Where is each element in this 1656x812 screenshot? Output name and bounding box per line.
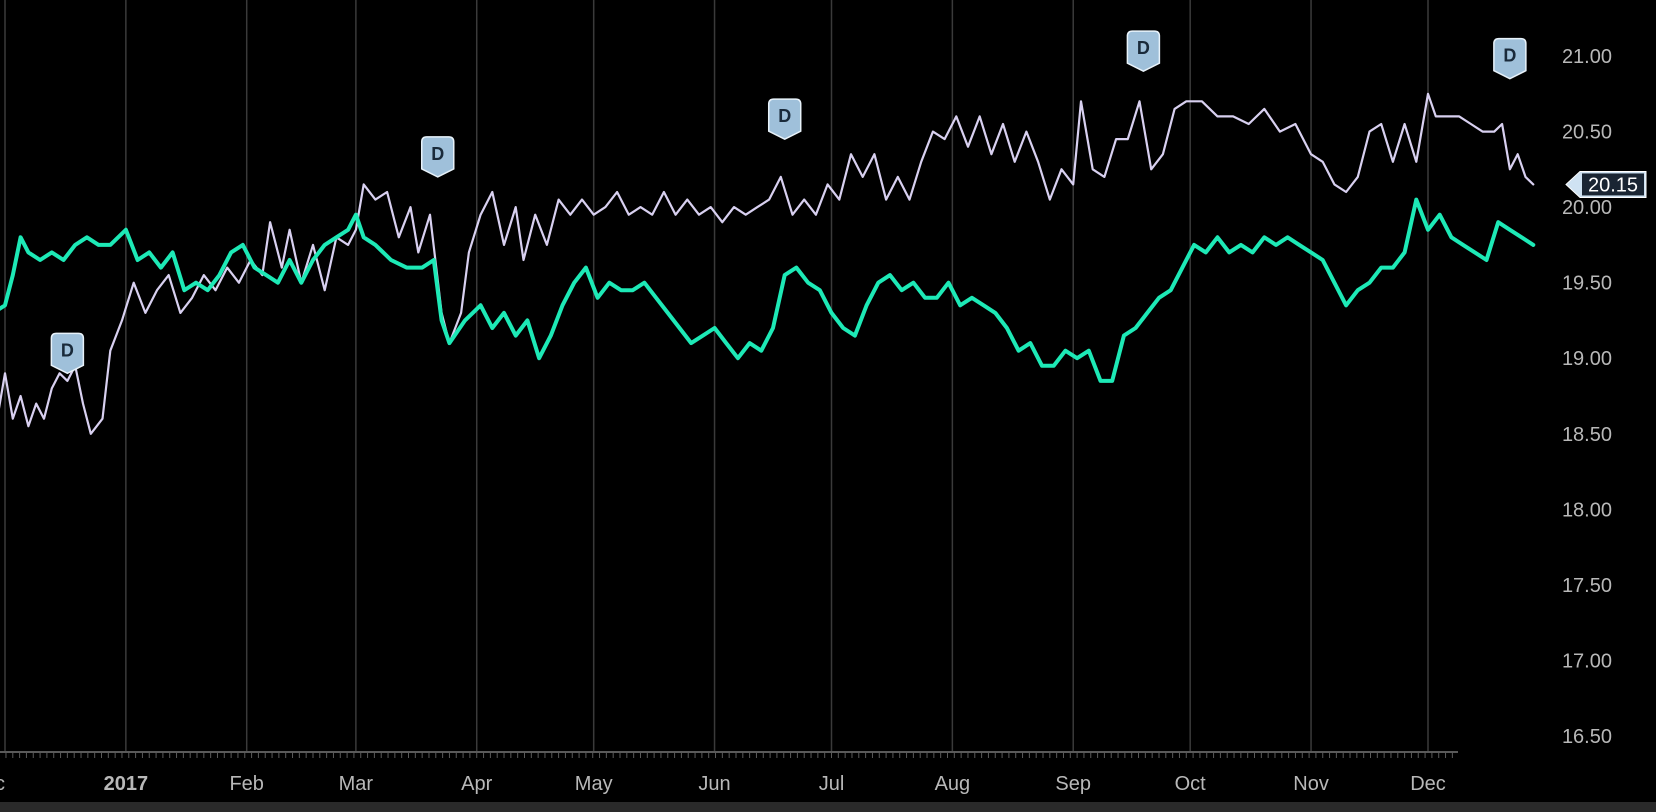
dividend-marker-shape xyxy=(767,98,802,140)
dividend-marker[interactable]: D xyxy=(767,98,802,140)
x-tick-label: Jun xyxy=(698,773,730,795)
y-tick-label: 20.00 xyxy=(1562,197,1612,219)
x-tick-label: May xyxy=(575,773,613,795)
dividend-marker[interactable]: D xyxy=(420,136,455,178)
dividend-marker[interactable]: D xyxy=(1126,30,1161,72)
last-value-tag: 20.15 xyxy=(1565,170,1647,198)
x-tick-label: ec xyxy=(0,773,5,795)
y-tick-label: 19.50 xyxy=(1562,273,1612,295)
y-tick-label: 20.50 xyxy=(1562,122,1612,144)
bottom-scrollbar xyxy=(0,802,1656,812)
dividend-marker-label: D xyxy=(1503,46,1516,66)
series-lines xyxy=(0,92,1536,435)
y-tick-label: 21.00 xyxy=(1562,46,1612,68)
last-value-tag-bg xyxy=(1582,173,1644,196)
x-tick-label: Oct xyxy=(1175,773,1207,795)
x-axis: ec 2017 Feb Mar Apr May Jun Jul Aug Sep Oct Nov Dec xyxy=(0,751,1656,812)
x-tick-label: Dec xyxy=(1410,773,1446,795)
dividend-marker[interactable]: D xyxy=(50,332,85,375)
y-tick-label: 17.50 xyxy=(1562,575,1612,597)
x-tick-label: Nov xyxy=(1293,773,1329,795)
y-tick-label: 18.50 xyxy=(1562,424,1612,446)
dividend-marker-shape xyxy=(1126,30,1161,72)
dividend-marker-label: D xyxy=(431,144,444,164)
dividend-marker-shape xyxy=(1493,37,1527,80)
y-axis: 21.00 20.50 20.00 19.50 19.00 18.50 18.00 17.50… xyxy=(1562,46,1612,748)
dividend-marker-shape xyxy=(50,332,85,375)
average-line xyxy=(0,197,1536,383)
x-tick-label: Jul xyxy=(819,773,845,795)
dividend-marker-label: D xyxy=(778,106,791,126)
dividend-marker[interactable]: D xyxy=(1493,37,1527,80)
y-tick-label: 17.00 xyxy=(1562,650,1612,672)
x-tick-label: 2017 xyxy=(104,773,149,795)
dividend-marker-shape xyxy=(420,136,455,178)
y-tick-label: 16.50 xyxy=(1562,726,1612,748)
x-tick-label: Feb xyxy=(229,773,263,795)
dividend-marker-label: D xyxy=(61,340,74,360)
x-tick-label: Apr xyxy=(461,773,492,795)
last-value-label: 20.15 xyxy=(1588,174,1638,196)
y-tick-label: 18.00 xyxy=(1562,499,1612,521)
x-tick-label: Aug xyxy=(935,773,971,795)
grid-lines xyxy=(4,0,1429,752)
dividend-markers: D D D D D xyxy=(50,30,1527,375)
y-tick-label: 19.00 xyxy=(1562,348,1612,370)
dividend-marker-label: D xyxy=(1137,38,1150,58)
x-tick-label: Mar xyxy=(339,773,374,795)
x-tick-label: Sep xyxy=(1055,773,1091,795)
price-line xyxy=(0,92,1535,435)
